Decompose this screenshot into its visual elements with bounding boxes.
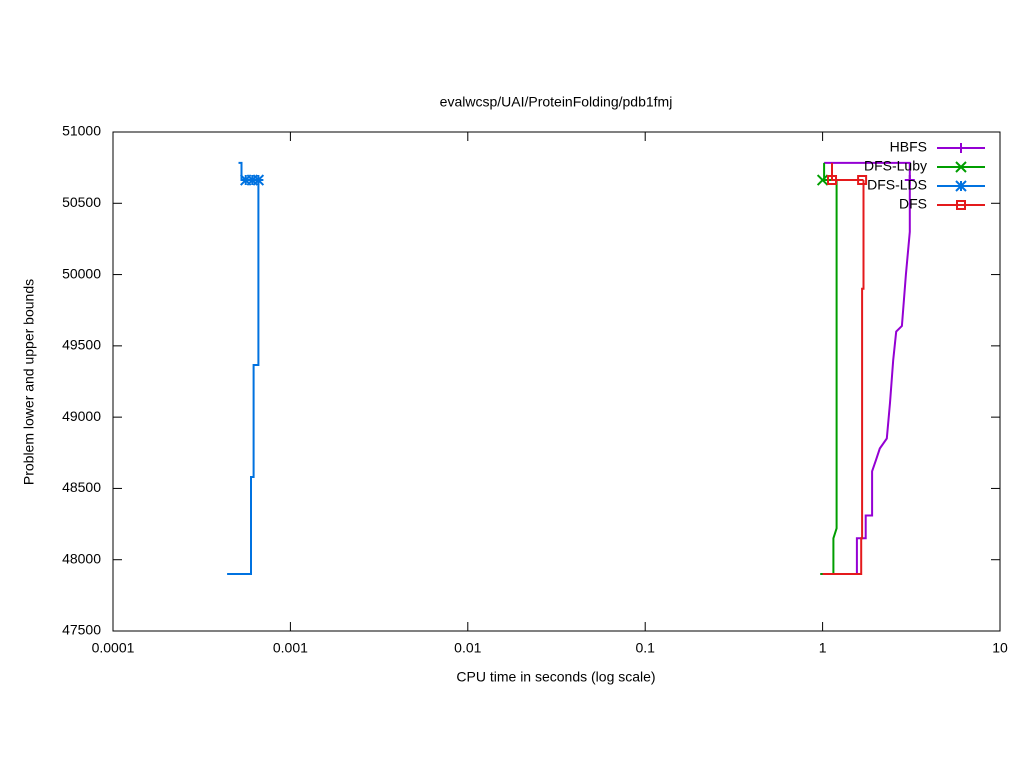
legend-label: DFS-Luby <box>864 158 927 174</box>
y-tick-label: 51000 <box>62 123 101 139</box>
y-tick-label: 49000 <box>62 408 101 424</box>
plot-frame <box>112 131 1001 632</box>
legend-label: DFS-LDS <box>867 177 927 193</box>
marker <box>816 174 829 186</box>
legend-label: DFS <box>899 196 927 212</box>
marker <box>240 174 252 186</box>
y-tick-label: 50500 <box>62 194 101 210</box>
y-tick-label: 49500 <box>62 337 101 353</box>
y-tick-label: 47500 <box>62 622 101 638</box>
legend-marker <box>955 180 967 192</box>
y-axis-label: Problem lower and upper bounds <box>21 279 37 485</box>
legend-marker <box>955 161 967 173</box>
series-line <box>822 180 865 575</box>
marker <box>904 175 915 186</box>
y-tick-label: 48500 <box>62 479 101 495</box>
series-line <box>820 180 911 575</box>
x-axis-label: CPU time in seconds (log scale) <box>456 669 655 685</box>
y-tick-label: 50000 <box>62 265 101 281</box>
marker <box>827 175 838 186</box>
marker <box>246 174 259 186</box>
marker <box>252 174 265 186</box>
marker <box>857 175 868 186</box>
x-tick-label: 0.01 <box>454 640 481 656</box>
series-line <box>820 180 838 575</box>
legend-label: HBFS <box>890 139 927 155</box>
x-tick-label: 0.1 <box>635 640 655 656</box>
x-tick-label: 0.0001 <box>92 640 135 656</box>
series-line <box>824 161 911 180</box>
series-line <box>831 162 864 181</box>
legend-marker <box>956 200 966 210</box>
x-tick-label: 0.001 <box>273 640 308 656</box>
series-line <box>227 180 260 575</box>
chart-title: evalwcsp/UAI/ProteinFolding/pdb1fmj <box>440 94 673 110</box>
legend-marker <box>956 143 966 153</box>
x-tick-label: 1 <box>819 640 827 656</box>
y-tick-label: 48000 <box>62 550 101 566</box>
x-tick-label: 10 <box>992 640 1008 656</box>
